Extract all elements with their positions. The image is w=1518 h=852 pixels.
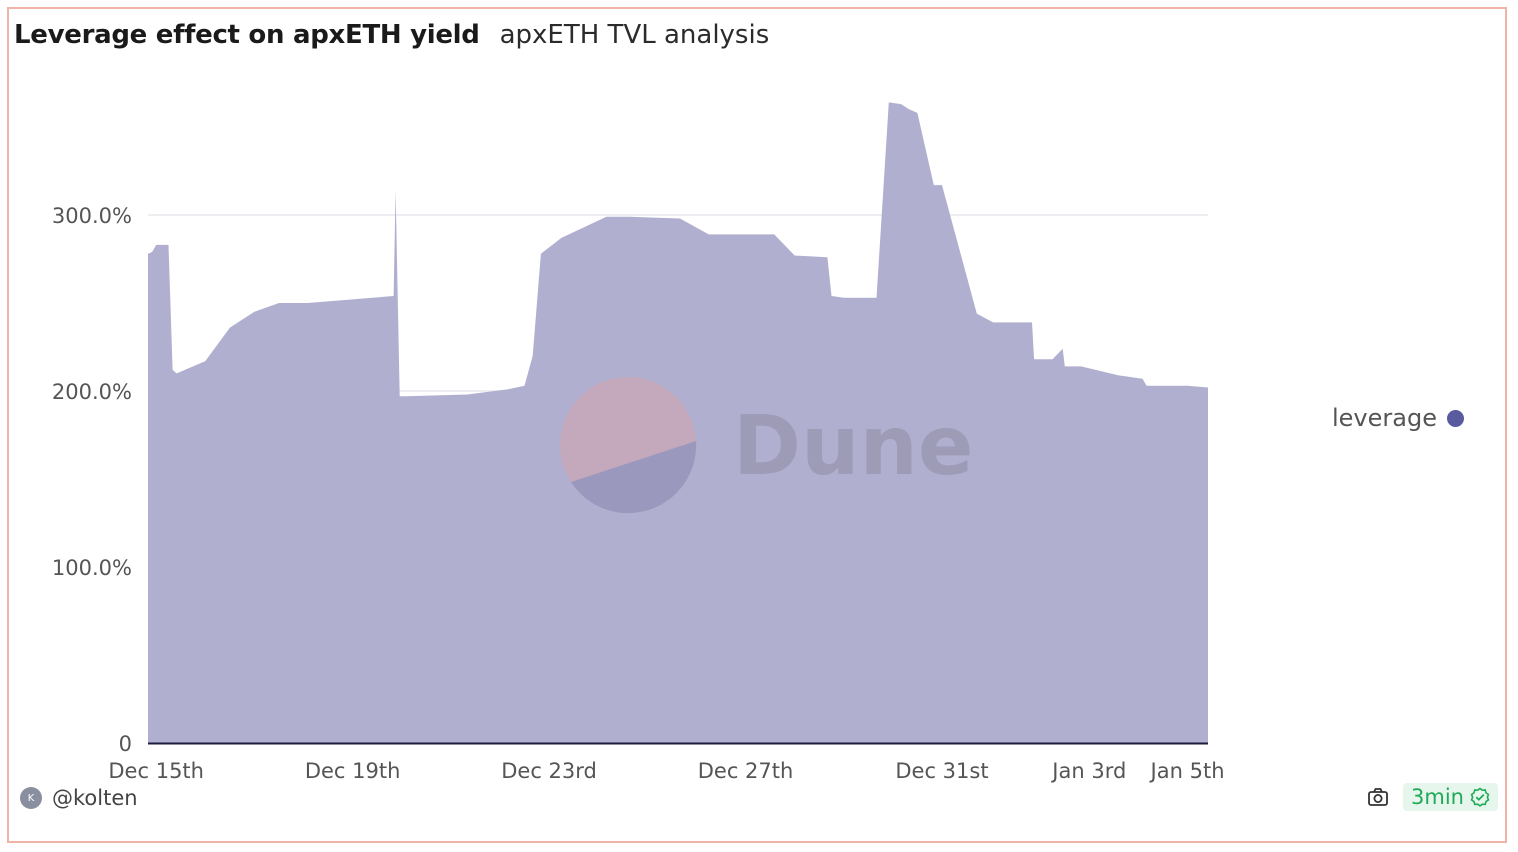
x-tick-label: Jan 3rd [1050,759,1126,783]
y-tick-label: 0 [119,732,132,756]
refresh-time: 3min [1411,785,1464,809]
y-axis: 0 100.0% 200.0% 300.0% [52,204,132,756]
check-badge-icon [1470,787,1490,807]
x-tick-label: Dec 23rd [501,759,597,783]
dune-watermark: Dune [560,377,973,514]
x-tick-label: Dec 19th [305,759,401,783]
chart-subtitle: apxETH TVL analysis [499,20,770,50]
x-tick-label: Dec 27th [698,759,794,783]
x-axis: Dec 15th Dec 19th Dec 23rd Dec 27th Dec 31st… [108,742,1225,783]
avatar: K [20,787,42,809]
dune-watermark-text: Dune [733,399,973,494]
legend[interactable]: leverage [1332,404,1464,432]
chart-title: Leverage effect on apxETH yield [14,20,480,50]
legend-label-leverage: leverage [1332,404,1437,432]
x-tick-label: Dec 31st [895,759,988,783]
author-handle[interactable]: @kolten [52,786,138,810]
camera-icon[interactable] [1367,786,1389,808]
y-tick-label: 200.0% [52,380,132,404]
author-info[interactable]: K @kolten [20,786,138,810]
refresh-badge[interactable]: 3min [1403,783,1498,811]
y-tick-label: 100.0% [52,556,132,580]
dune-logo-slice [571,441,697,514]
chart-header: Leverage effect on apxETH yield apxETH T… [14,20,769,50]
x-tick-label: Jan 5th [1149,759,1225,783]
y-tick-label: 300.0% [52,204,132,228]
x-tick-label: Dec 15th [108,759,204,783]
legend-swatch-leverage [1446,409,1464,427]
chart-actions: 3min [1367,783,1498,811]
